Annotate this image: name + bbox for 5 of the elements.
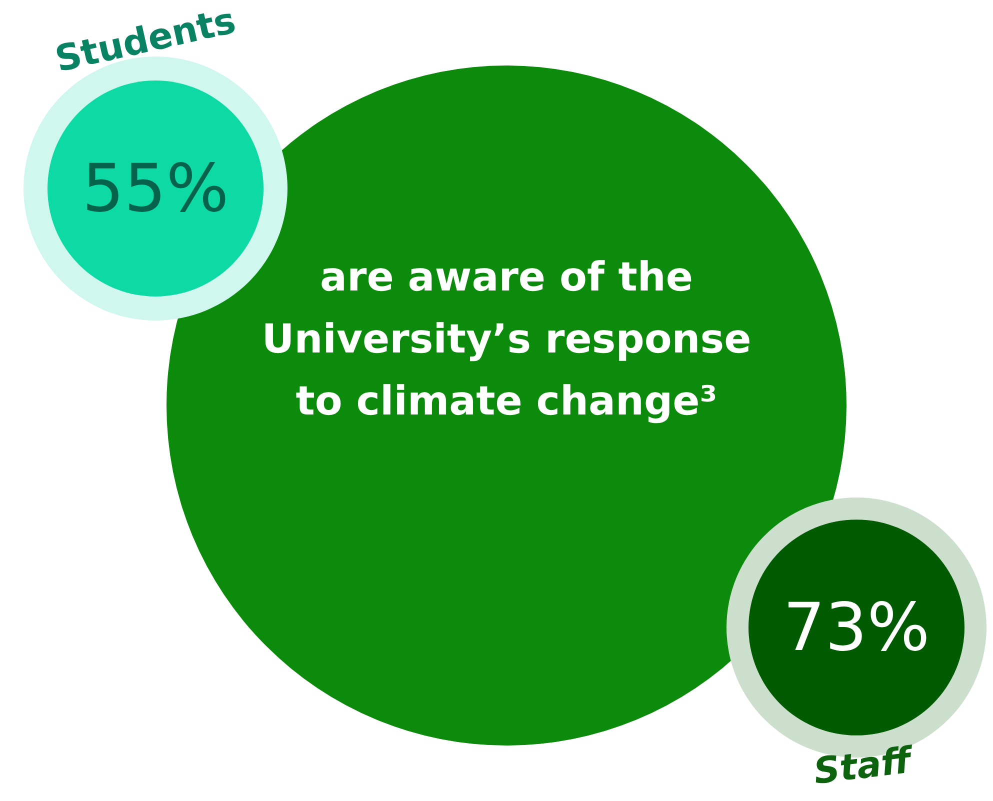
data-label: 55% <box>82 150 229 227</box>
text: are aware of the University’s response to climate change³ <box>262 254 752 424</box>
category-label: Staff <box>812 740 916 793</box>
data-label: 73% <box>783 589 930 666</box>
category-label: Students <box>52 0 240 80</box>
